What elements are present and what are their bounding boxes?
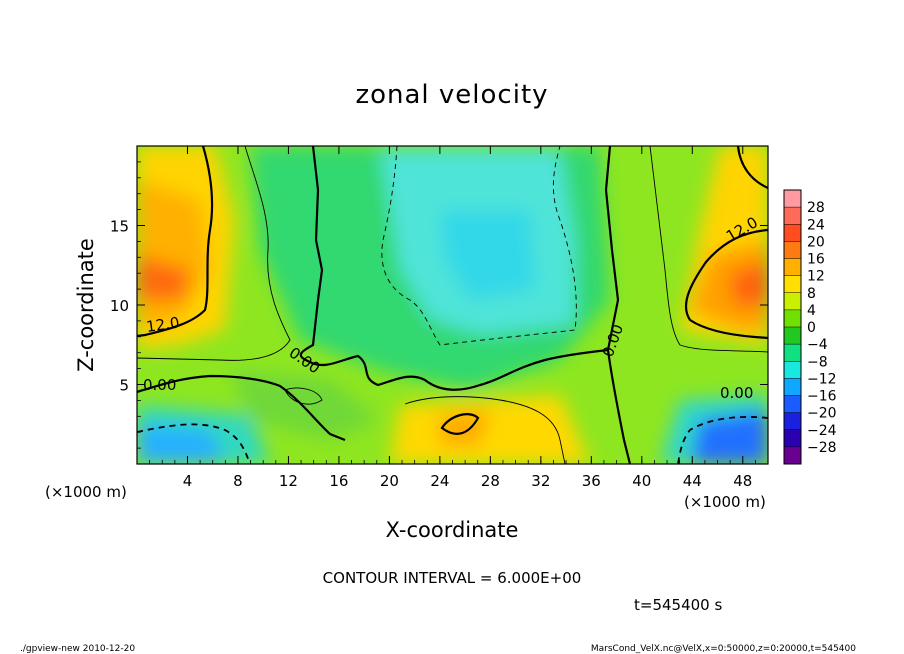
colorbar-swatch	[784, 361, 801, 379]
colorbar-swatch	[784, 224, 801, 242]
colorbar-label: −8	[807, 354, 828, 370]
colorbar-label: 24	[807, 217, 825, 233]
x-units-left: (×1000 m)	[45, 483, 127, 501]
contour-bottommid-blob	[440, 413, 480, 435]
contour-thin-left	[137, 146, 291, 361]
colorbar-swatch	[784, 344, 801, 362]
contour-thin-box	[284, 387, 323, 405]
contour-interval-text: CONTOUR INTERVAL = 6.000E+00	[323, 569, 582, 587]
x-axis: 4 8 12 16 20 24 28 32 36 40 44 48	[149, 146, 756, 490]
contour-label: 0.00	[143, 376, 176, 394]
x-tick-label: 24	[430, 472, 449, 490]
x-units-right: (×1000 m)	[684, 493, 766, 511]
x-tick-label: 20	[380, 472, 399, 490]
colorbar-label: 4	[807, 303, 816, 319]
contour-left-12	[137, 146, 214, 338]
x-tick-label: 4	[183, 472, 193, 490]
colorbar-label: −4	[807, 337, 828, 353]
colorbar-label: 8	[807, 286, 816, 302]
time-text: t=545400 s	[634, 596, 722, 614]
y-tick-label: 15	[110, 218, 129, 236]
field-region-bottommid-yellow	[390, 395, 590, 464]
contour-center-0-left	[299, 146, 620, 391]
x-tick-label: 16	[329, 472, 348, 490]
colorbar-label: −24	[807, 423, 837, 439]
y-tick-label: 5	[119, 377, 129, 395]
contour-right-12	[685, 228, 768, 340]
colorbar-label: −12	[807, 371, 837, 387]
colorbar-swatch	[784, 412, 801, 431]
contour-thin-right	[649, 146, 768, 353]
x-axis-label: X-coordinate	[386, 518, 519, 542]
y-axis: 5 10 15	[110, 161, 768, 449]
contour-top-right	[736, 146, 768, 190]
y-tick-label: 10	[110, 297, 129, 315]
field-region-right-orange	[690, 240, 768, 330]
colorbar-swatch	[784, 207, 801, 225]
heatmap-field	[137, 146, 768, 464]
contour-thin-bottom	[404, 396, 566, 464]
colorbar-swatch	[784, 309, 801, 328]
field-region-center-blue	[440, 210, 535, 300]
contour-0-lower	[137, 374, 346, 442]
colorbar-swatch	[784, 429, 801, 448]
colorbar-swatch	[784, 241, 801, 259]
colorbar-swatch	[784, 292, 801, 311]
x-tick-label: 32	[531, 472, 550, 490]
colorbar-swatch	[784, 446, 801, 465]
colorbar-swatch	[784, 395, 801, 414]
field-region-bottomleft-blue	[137, 425, 225, 464]
colorbar-label: −20	[807, 406, 837, 422]
field-region-right-red	[730, 260, 768, 305]
chart-title: zonal velocity	[355, 80, 548, 110]
field-region-left-red	[137, 255, 190, 300]
x-tick-label: 28	[481, 472, 500, 490]
x-tick-label: 40	[632, 472, 651, 490]
colorbar-swatch	[784, 327, 801, 345]
x-tick-label: 44	[683, 472, 702, 490]
contour-dashed-bottomright	[677, 416, 768, 464]
colorbar-label: 0	[807, 320, 816, 336]
colorbar-label: 16	[807, 252, 825, 268]
x-tick-label: 8	[233, 472, 243, 490]
field-region-bottomright-blue	[690, 410, 768, 464]
contour-label: 12.0	[145, 313, 181, 335]
contour-right-0	[606, 349, 632, 464]
colorbar-label: −28	[807, 440, 837, 456]
colorbar-label: 28	[807, 200, 825, 216]
colorbar-label: 12	[807, 269, 825, 285]
contour-label: 0.00	[720, 384, 753, 402]
colorbar-swatch	[784, 378, 801, 396]
x-tick-label: 12	[279, 472, 298, 490]
field-region-lower-green	[230, 370, 380, 440]
colorbar-label: −16	[807, 389, 837, 405]
contour-dashed-center	[381, 146, 577, 346]
contour-dashed-bottomleft	[137, 423, 251, 464]
x-tick-label: 36	[582, 472, 601, 490]
contour-lines	[137, 146, 768, 464]
footer-right: MarsCond_VelX.nc@VelX,x=0:50000,z=0:2000…	[591, 644, 856, 654]
colorbar-swatch	[784, 190, 801, 208]
colorbar-label: 20	[807, 234, 825, 250]
colorbar-swatch	[784, 275, 801, 294]
colorbar-swatch	[784, 258, 801, 277]
x-tick-label: 48	[733, 472, 752, 490]
y-axis-label: Z-coordinate	[74, 238, 98, 372]
footer-left: ./gpview-new 2010-12-20	[20, 644, 135, 654]
